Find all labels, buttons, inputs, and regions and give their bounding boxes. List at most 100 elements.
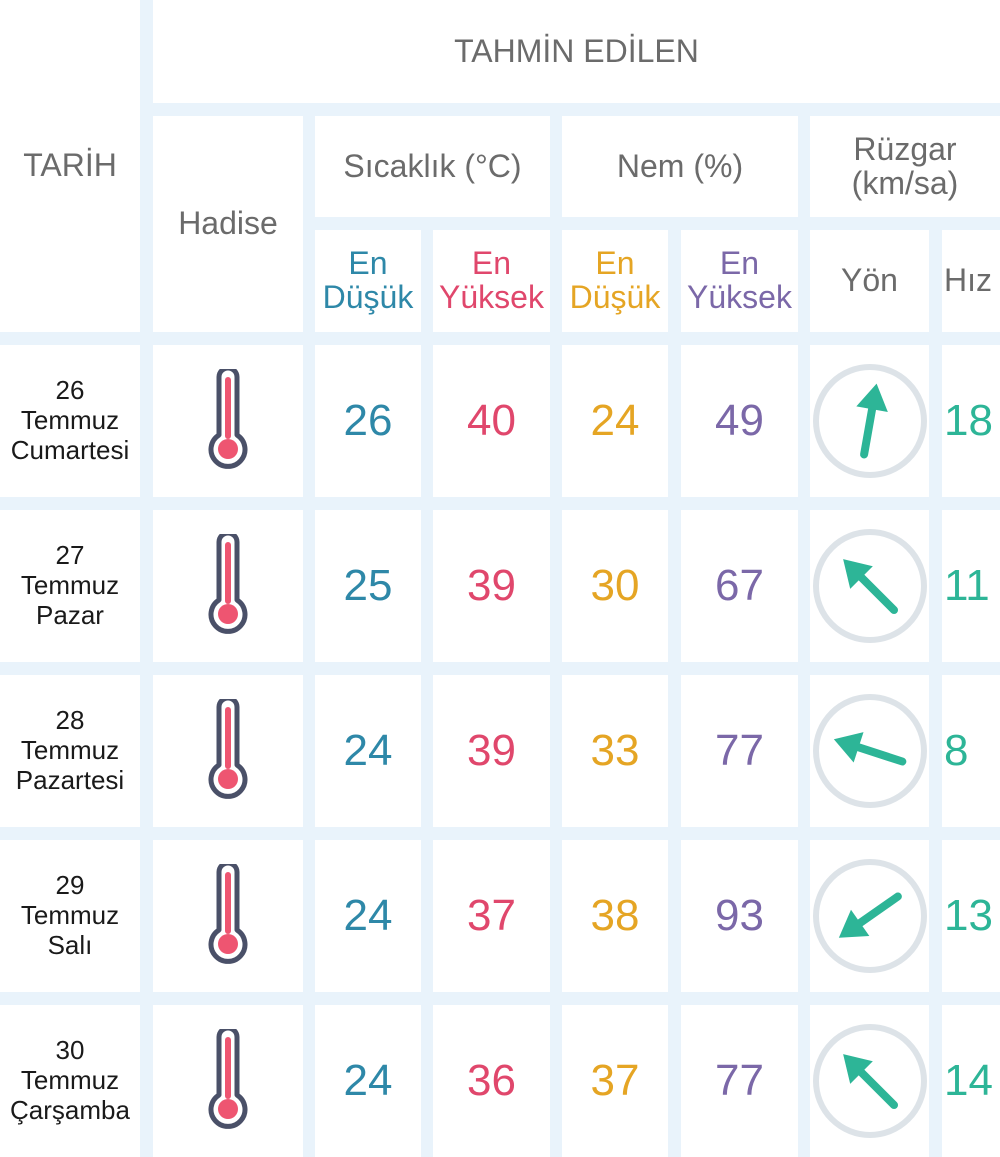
- hum-low-value: 37: [590, 1056, 640, 1105]
- hum-low-cell: 30: [562, 510, 668, 662]
- temp-low-cell: 25: [315, 510, 421, 662]
- temp-low-en: En: [348, 245, 388, 282]
- temp-high-cell: 39: [433, 675, 550, 827]
- hum-low-value: 38: [590, 891, 640, 940]
- wind-speed-value: 11: [944, 561, 990, 610]
- hadise-cell: [153, 840, 303, 992]
- wind-speed-cell: 8: [942, 675, 1000, 827]
- hadise-cell: [153, 510, 303, 662]
- temp-low-cell: 26: [315, 345, 421, 497]
- date-weekday: Cumartesi: [10, 434, 130, 465]
- ruzgar-label-line1: Rüzgar: [853, 130, 957, 167]
- hum-low-cell: 38: [562, 840, 668, 992]
- sicaklik-label: Sıcaklık (°C): [343, 147, 522, 184]
- wind-speed-cell: 14: [942, 1005, 1000, 1157]
- tahmin-header: TAHMİN EDİLEN: [153, 0, 1000, 103]
- hadise-cell: [153, 345, 303, 497]
- date-day: 30: [55, 1035, 85, 1066]
- temp-low-cell: 24: [315, 840, 421, 992]
- hum-high-header: En Yüksek: [681, 230, 798, 332]
- wind-arrow-icon: [810, 361, 929, 481]
- hum-high-value: 77: [715, 1056, 764, 1105]
- hum-high-cell: 67: [681, 510, 798, 662]
- hiz-header: Hız: [942, 230, 1000, 332]
- temp-high-header: En Yüksek: [433, 230, 550, 332]
- wind-speed-cell: 11: [942, 510, 1000, 662]
- wind-direction-cell: [810, 840, 929, 992]
- temp-low-value: 24: [343, 891, 393, 940]
- temp-low-value: 24: [343, 726, 393, 775]
- tarih-label: TARİH: [23, 147, 117, 184]
- hadise-label: Hadise: [178, 205, 278, 242]
- hum-high-en: En: [719, 245, 760, 282]
- hum-high-value: 49: [715, 396, 764, 445]
- hum-high-value: 67: [715, 561, 764, 610]
- hum-low-value: 24: [590, 396, 640, 445]
- ruzgar-label-line2: (km/sa): [851, 164, 959, 201]
- sicaklik-header: Sıcaklık (°C): [315, 116, 550, 217]
- wind-speed-value: 18: [944, 396, 993, 445]
- hum-high-value: 93: [715, 891, 764, 940]
- date-day: 29: [55, 870, 85, 901]
- hiz-label: Hız: [944, 262, 992, 299]
- temp-high-value: 36: [467, 1056, 516, 1105]
- wind-speed-cell: 13: [942, 840, 1000, 992]
- temp-high-cell: 37: [433, 840, 550, 992]
- date-cell: 28 Temmuz Pazartesi: [0, 675, 140, 827]
- wind-direction-cell: [810, 1005, 929, 1157]
- date-cell: 30 Temmuz Çarşamba: [0, 1005, 140, 1157]
- yon-label: Yön: [841, 262, 898, 299]
- date-weekday: Pazartesi: [15, 764, 125, 795]
- date-month: Temmuz: [20, 900, 120, 931]
- wind-arrow-icon: [810, 1021, 929, 1141]
- thermometer-icon: [203, 1025, 253, 1134]
- date-month: Temmuz: [20, 405, 120, 436]
- hum-low-en: En: [595, 245, 635, 282]
- temp-low-value: 24: [343, 1056, 393, 1105]
- wind-arrow-icon: [810, 856, 929, 976]
- thermometer-icon: [203, 860, 253, 969]
- tahmin-label: TAHMİN EDİLEN: [454, 32, 699, 69]
- hum-high-cell: 49: [681, 345, 798, 497]
- hadise-cell: [153, 675, 303, 827]
- thermometer-icon: [203, 695, 253, 804]
- wind-arrow-icon: [810, 691, 929, 811]
- date-cell: 27 Temmuz Pazar: [0, 510, 140, 662]
- temp-low-value: 25: [343, 561, 393, 610]
- hum-high-cell: 77: [681, 675, 798, 827]
- hadise-cell: [153, 1005, 303, 1157]
- wind-speed-value: 13: [944, 891, 993, 940]
- wind-speed-value: 14: [944, 1056, 993, 1105]
- hum-low-dusuk: Düşük: [569, 279, 661, 315]
- temp-high-value: 39: [467, 726, 516, 775]
- hum-high-value: 77: [715, 726, 764, 775]
- hum-high-cell: 93: [681, 840, 798, 992]
- wind-speed-value: 8: [944, 726, 969, 775]
- thermometer-icon: [203, 530, 253, 639]
- hadise-header: Hadise: [153, 116, 303, 332]
- temp-low-value: 26: [343, 396, 393, 445]
- thermometer-icon: [203, 365, 253, 474]
- wind-direction-cell: [810, 510, 929, 662]
- tarih-header: TARİH: [0, 0, 140, 332]
- temp-high-value: 37: [467, 891, 516, 940]
- nem-label: Nem (%): [616, 147, 744, 184]
- hum-high-cell: 77: [681, 1005, 798, 1157]
- date-cell: 29 Temmuz Salı: [0, 840, 140, 992]
- date-weekday: Pazar: [36, 599, 104, 630]
- temp-high-yuksek: Yüksek: [439, 279, 544, 315]
- date-month: Temmuz: [20, 570, 120, 601]
- date-cell: 26 Temmuz Cumartesi: [0, 345, 140, 497]
- hum-low-value: 30: [590, 561, 640, 610]
- date-weekday: Salı: [47, 929, 93, 960]
- hum-low-header: En Düşük: [562, 230, 668, 332]
- wind-direction-cell: [810, 345, 929, 497]
- hum-low-value: 33: [590, 726, 640, 775]
- temp-low-header: En Düşük: [315, 230, 421, 332]
- wind-direction-cell: [810, 675, 929, 827]
- temp-high-value: 39: [467, 561, 516, 610]
- hum-low-cell: 24: [562, 345, 668, 497]
- date-weekday: Çarşamba: [10, 1094, 130, 1125]
- hum-low-cell: 37: [562, 1005, 668, 1157]
- temp-high-cell: 36: [433, 1005, 550, 1157]
